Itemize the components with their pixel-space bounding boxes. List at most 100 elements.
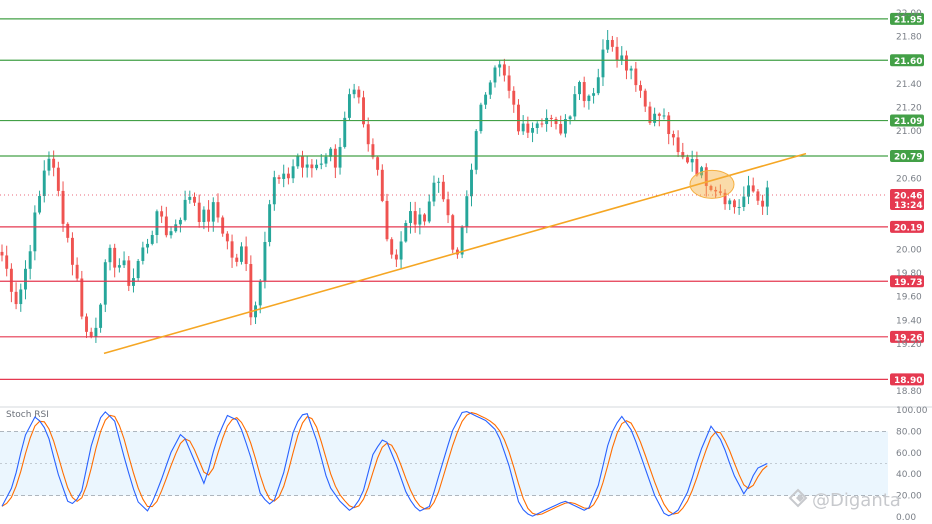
candle <box>169 226 173 239</box>
candle <box>704 163 708 197</box>
candle <box>507 65 511 99</box>
candle-body <box>0 251 4 256</box>
candle <box>258 279 262 314</box>
indicator-axis: 100.00 80.00 60.00 40.00 20.00 0.00 <box>896 406 928 523</box>
price-tick-label: 19.20 <box>896 340 922 350</box>
candle-body <box>380 169 384 201</box>
candle <box>136 258 140 281</box>
candle-body <box>371 144 375 158</box>
candle <box>634 61 638 92</box>
level-tag <box>890 220 924 233</box>
candle <box>451 213 455 254</box>
candle <box>272 170 276 211</box>
candle-body <box>643 90 647 107</box>
candle <box>150 230 154 246</box>
candle-body <box>5 255 9 269</box>
candle-body <box>127 260 131 286</box>
candle <box>193 192 196 207</box>
level-tag-label: 18.90 <box>894 376 922 386</box>
candle-body <box>413 211 417 225</box>
candle-body <box>573 94 577 117</box>
candle <box>380 164 384 203</box>
candle <box>695 151 699 177</box>
candle <box>554 116 558 130</box>
candle <box>521 115 525 135</box>
candle <box>235 253 239 267</box>
stoch-d-line <box>1 412 768 516</box>
candle-body <box>657 113 661 116</box>
level-tag <box>890 373 924 386</box>
candle-body <box>235 257 239 262</box>
stoch-rsi-pane[interactable]: Stoch RSI <box>0 410 888 517</box>
candle-body <box>282 173 286 179</box>
candle-body <box>427 201 431 222</box>
candle <box>202 206 206 230</box>
candle <box>606 30 610 53</box>
candle <box>526 116 530 138</box>
candle <box>474 129 478 175</box>
candle-body <box>301 155 304 168</box>
candle-body <box>709 186 713 190</box>
watermark: @Diganta <box>788 488 901 511</box>
candle <box>409 201 412 234</box>
stoch-band <box>0 431 888 496</box>
candle <box>465 190 469 234</box>
candle <box>643 88 647 112</box>
candle <box>61 181 65 232</box>
candle <box>418 207 422 235</box>
candle <box>639 80 642 98</box>
trendline-layer[interactable] <box>103 152 807 355</box>
candle <box>66 222 70 243</box>
candle-body <box>347 94 351 118</box>
candle <box>366 117 370 152</box>
candle-body <box>47 158 51 171</box>
candle-body <box>465 196 469 227</box>
candle-body <box>662 115 666 117</box>
indicator-title[interactable]: Stoch RSI <box>6 410 49 420</box>
candle <box>122 251 126 269</box>
candle <box>132 268 135 293</box>
candle <box>268 199 272 247</box>
candle <box>305 156 309 178</box>
candle-body <box>512 90 516 105</box>
candle-body <box>653 113 657 123</box>
candle <box>254 301 257 324</box>
candle-body <box>502 64 506 76</box>
candle <box>756 188 760 206</box>
candle-body <box>484 94 488 105</box>
candle <box>24 260 27 300</box>
candle <box>146 238 150 254</box>
candle <box>648 101 652 125</box>
candle <box>56 161 60 197</box>
candle-body <box>470 169 473 197</box>
candle-body <box>390 239 394 255</box>
price-tick-label: 21.80 <box>896 33 922 43</box>
candle <box>709 184 713 192</box>
candle <box>732 198 736 214</box>
candle-body <box>286 173 290 179</box>
candle-body <box>451 215 455 250</box>
candle-body <box>211 202 215 222</box>
price-tick-label: 22.00 <box>896 9 922 19</box>
candle <box>601 39 605 87</box>
candle <box>385 193 389 242</box>
candle <box>14 282 18 310</box>
price-axis[interactable]: 22.00 21.80 21.40 21.20 21.00 20.60 20.00 19.80… <box>896 9 922 397</box>
candle-body <box>357 89 361 98</box>
price-pane[interactable] <box>0 30 769 343</box>
candle-body <box>700 167 704 176</box>
indicator-tick-label: 20.00 <box>896 492 922 502</box>
candle-body <box>404 223 408 242</box>
candle-body <box>732 200 736 208</box>
candle-body <box>531 128 535 133</box>
indicator-tick-label: 80.00 <box>896 427 922 437</box>
candle-body <box>648 106 652 123</box>
candle <box>441 174 445 202</box>
candle <box>117 258 121 273</box>
current-price-label: 20.46 <box>894 192 922 202</box>
candle-body <box>352 89 356 95</box>
candle <box>540 118 544 128</box>
candle <box>5 245 9 277</box>
candle-body <box>38 196 42 213</box>
